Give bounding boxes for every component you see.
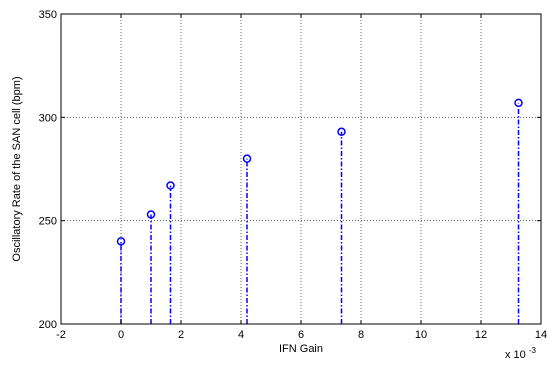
x-axis-multiplier: x 10 -3	[505, 346, 537, 361]
x-axis-label: IFN Gain	[279, 343, 323, 355]
x-tick-label: 2	[178, 329, 184, 341]
x-tick-label: 4	[238, 329, 244, 341]
y-axis-label: Oscillatory Rate of the SAN cell (bpm)	[11, 76, 23, 261]
y-tick-label: 300	[39, 112, 57, 124]
stem-marker	[116, 237, 126, 246]
stem-marker	[514, 98, 523, 108]
axis-ticks: -2 0 2 4 6 8 10 12 14 200 250 300 350	[39, 9, 547, 341]
y-tick-label: 250	[39, 216, 57, 228]
x-tick-label: 0	[118, 329, 124, 341]
x-tick-label: 12	[475, 329, 487, 341]
x-tick-label: 8	[358, 329, 364, 341]
data-series	[116, 98, 523, 324]
stem-marker	[337, 127, 346, 137]
x-tick-label: 14	[535, 329, 547, 341]
x-tick-label: 6	[298, 329, 304, 341]
x-tick-label: 10	[415, 329, 427, 341]
grid-lines	[61, 14, 541, 324]
x-multiplier-exponent: -3	[529, 346, 537, 355]
x-tick-label: -2	[56, 329, 66, 341]
x-multiplier-base: x 10	[505, 349, 526, 361]
stem-marker	[166, 181, 175, 190]
stem-marker	[242, 154, 252, 163]
y-tick-label: 350	[39, 9, 57, 21]
y-tick-label: 200	[39, 319, 57, 331]
plot-area	[61, 14, 541, 324]
stem-marker	[146, 210, 156, 219]
